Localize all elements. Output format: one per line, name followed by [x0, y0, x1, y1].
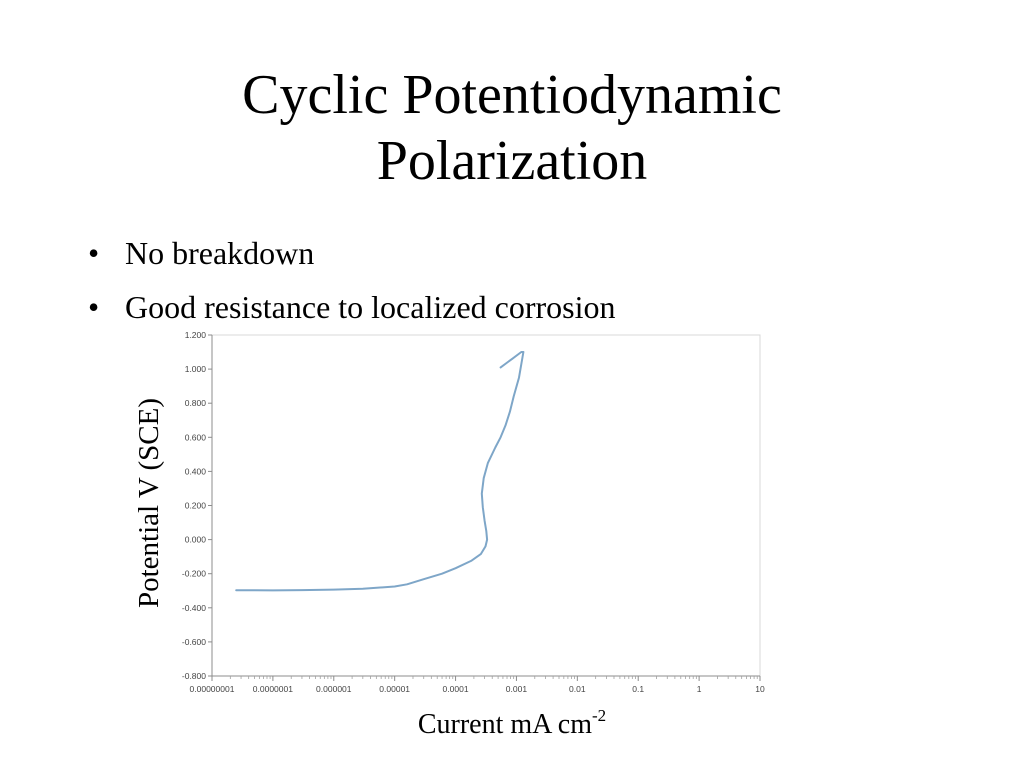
chart-series: [235, 351, 525, 592]
x-tick-label: 0.1: [632, 684, 644, 694]
x-tick-label: 0.0001: [443, 684, 469, 694]
y-tick-label: -0.200: [182, 569, 206, 579]
x-axis-label-base: Current mA cm: [417, 709, 593, 740]
chart-ticks: -0.800 -0.600 -0.400 -0.200 0.000 0.200 0.400 0…: [182, 330, 765, 694]
plot-border: [211, 334, 761, 677]
bullet-dot: •: [88, 235, 100, 271]
slide-title: Cyclic Potentiodynamic Polarization: [0, 62, 1024, 194]
y-tick-label: 0.600: [185, 432, 207, 442]
y-tick-label: 0.400: [185, 466, 207, 476]
y-tick-label: -0.400: [182, 603, 206, 613]
slide-title-line-2: Polarization: [376, 130, 648, 192]
bullet-list: • No breakdown • Good resistance to locali…: [88, 226, 616, 334]
x-axis-label-exponent: -2: [592, 706, 607, 725]
y-tick-label: 1.000: [185, 364, 207, 374]
y-axis-label: Potential V (SCE): [133, 398, 165, 608]
x-tick-label: 0.0000001: [253, 684, 293, 694]
x-tick-label: 0.000001: [316, 684, 352, 694]
x-axis-label: Current mA cm-2: [0, 706, 1024, 742]
x-tick-label: 0.00000001: [190, 684, 235, 694]
y-tick-label: 1.200: [185, 330, 207, 340]
bullet-item: • No breakdown: [88, 226, 616, 280]
x-tick-label: 0.001: [506, 684, 528, 694]
y-tick-label: 0.200: [185, 501, 207, 511]
bullet-dot: •: [88, 289, 100, 325]
x-tick-label: 10: [755, 684, 765, 694]
bullet-text: No breakdown: [125, 235, 315, 271]
y-tick-label: 0.000: [185, 535, 207, 545]
x-tick-label: 1: [697, 684, 702, 694]
chart-axes: [211, 334, 761, 677]
y-tick-label: 0.800: [185, 398, 207, 408]
y-tick-label: -0.800: [182, 671, 206, 681]
bullet-text: Good resistance to localized corrosion: [125, 289, 616, 325]
bullet-item: • Good resistance to localized corrosion: [88, 280, 616, 334]
x-tick-label: 0.00001: [379, 684, 410, 694]
slide-title-line-1: Cyclic Potentiodynamic: [242, 64, 782, 126]
polarization-curve: [235, 351, 525, 592]
y-tick-label: -0.600: [182, 637, 206, 647]
x-tick-label: 0.01: [569, 684, 586, 694]
